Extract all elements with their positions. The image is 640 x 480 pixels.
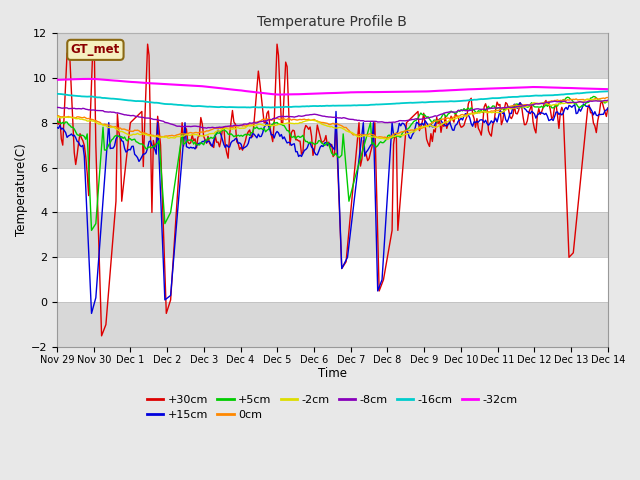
Bar <box>57 33 608 78</box>
Y-axis label: Temperature(C): Temperature(C) <box>15 144 28 236</box>
Text: GT_met: GT_met <box>71 43 120 56</box>
Bar <box>57 123 608 168</box>
Legend: +30cm, +15cm, +5cm, 0cm, -2cm, -8cm, -16cm, -32cm: +30cm, +15cm, +5cm, 0cm, -2cm, -8cm, -16… <box>142 390 522 425</box>
Bar <box>57 302 608 347</box>
X-axis label: Time: Time <box>318 368 347 381</box>
Title: Temperature Profile B: Temperature Profile B <box>257 15 407 29</box>
Bar <box>57 213 608 257</box>
